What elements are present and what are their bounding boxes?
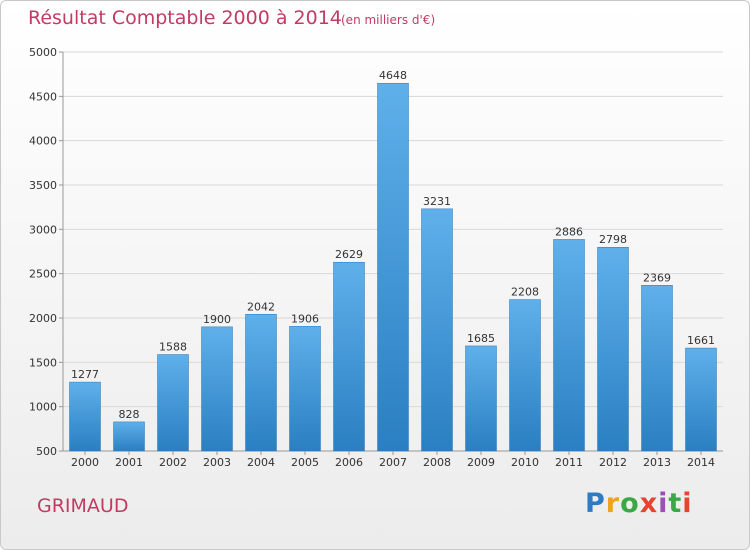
y-tick-label: 4500: [29, 90, 57, 103]
x-tick-label: 2013: [643, 456, 671, 469]
data-label: 828: [119, 408, 140, 421]
data-label: 4648: [379, 69, 407, 82]
x-tick-label: 2006: [335, 456, 363, 469]
data-label: 1588: [159, 341, 187, 354]
y-tick-label: 3000: [29, 223, 57, 236]
bar: [113, 421, 145, 452]
bar: [465, 345, 497, 452]
bar: [553, 239, 585, 452]
bar: [157, 354, 189, 452]
y-tick-label: 1000: [29, 401, 57, 414]
data-label: 2629: [335, 248, 363, 261]
x-tick-label: 2010: [511, 456, 539, 469]
x-tick-label: 2001: [115, 456, 143, 469]
x-tick-label: 2004: [247, 456, 275, 469]
data-label: 3231: [423, 195, 451, 208]
chart-title: Résultat Comptable 2000 à 2014: [28, 7, 342, 29]
x-tick-label: 2009: [467, 456, 495, 469]
logo-letter: x: [639, 488, 659, 519]
logo-letter: i: [682, 488, 693, 519]
logo-letter: o: [620, 488, 640, 519]
bar: [289, 326, 321, 452]
logo-letter: P: [585, 488, 606, 519]
bar: [641, 285, 673, 452]
x-tick-label: 2014: [687, 456, 715, 469]
bar: [509, 299, 541, 452]
bar: [421, 208, 453, 452]
data-label: 1661: [687, 334, 715, 347]
y-tick-label: 4000: [29, 135, 57, 148]
y-tick-label: 2000: [29, 312, 57, 325]
bar: [597, 246, 629, 452]
x-tick-label: 2012: [599, 456, 627, 469]
data-label: 2798: [599, 233, 627, 246]
data-label: 1900: [203, 313, 231, 326]
bar: [377, 82, 409, 452]
x-tick-label: 2005: [291, 456, 319, 469]
data-label: 2886: [555, 225, 583, 238]
location-label: GRIMAUD: [37, 495, 129, 517]
y-tick-label: 3500: [29, 179, 57, 192]
bar: [245, 314, 277, 452]
brand-logo: Proxiti: [585, 488, 693, 519]
data-label: 2042: [247, 300, 275, 313]
y-tick-label: 5000: [29, 46, 57, 59]
x-tick-label: 2008: [423, 456, 451, 469]
data-label: 1685: [467, 332, 495, 345]
y-tick-label: 2500: [29, 268, 57, 281]
logo-letter: r: [605, 488, 621, 519]
y-tick-label: 500: [36, 445, 57, 458]
bar: [69, 381, 101, 452]
data-label: 2208: [511, 286, 539, 299]
x-tick-label: 2011: [555, 456, 583, 469]
x-tick-label: 2002: [159, 456, 187, 469]
logo-letter: t: [668, 488, 683, 519]
bar: [201, 326, 233, 452]
data-label: 1906: [291, 312, 319, 325]
y-tick-label: 1500: [29, 356, 57, 369]
data-label: 2369: [643, 271, 671, 284]
bar: [685, 347, 717, 452]
x-tick-label: 2003: [203, 456, 231, 469]
logo-letter: i: [658, 488, 669, 519]
data-label: 1277: [71, 368, 99, 381]
chart-subtitle: (en milliers d'€): [341, 13, 436, 27]
x-tick-label: 2007: [379, 456, 407, 469]
x-tick-label: 2000: [71, 456, 99, 469]
bar: [333, 261, 365, 452]
